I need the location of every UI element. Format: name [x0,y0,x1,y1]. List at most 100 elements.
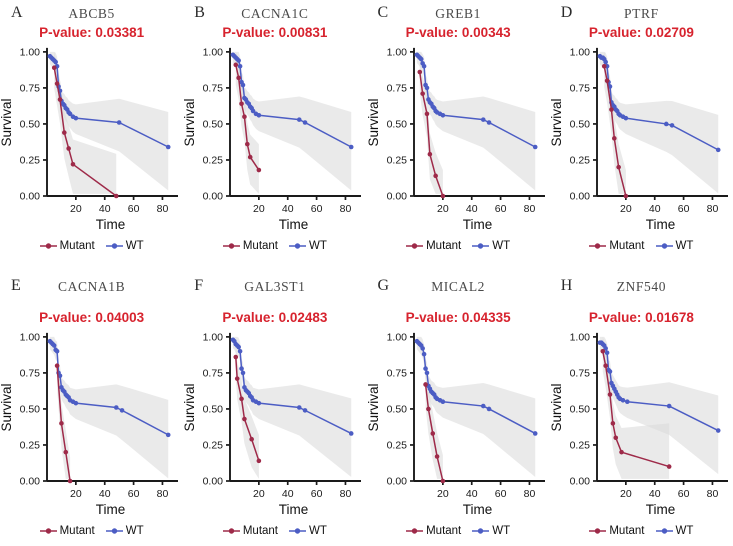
survival-plot: 0.00 0.25 0.50 0.75 1.00 20 40 60 80 Time Survival [0,46,179,232]
x-axis-title: Time [279,502,309,517]
wt-point [604,350,610,356]
mutant-point [114,193,119,199]
mutant-point [427,151,432,157]
y-tick-label: 0.75 [386,368,407,380]
panel-e: E CACNA1B P-value: 0.04003 0.00 0.25 0.50 0… [0,273,183,546]
gene-title: CACNA1C [241,6,309,21]
x-tick-label: 80 [157,488,169,500]
wt-point [116,120,122,125]
y-tick-label: 0.75 [20,83,41,95]
ci-band-wt [233,51,352,191]
mutant-marker-icon [589,243,607,249]
y-tick-label: 0.00 [386,191,407,203]
mutant-point [610,421,616,426]
gene-title: GAL3ST1 [244,279,306,294]
wt-point [603,59,608,65]
wt-point [620,397,626,403]
mutant-point [601,63,607,69]
x-tick-label: 80 [340,203,352,215]
mutant-marker-icon [406,528,424,534]
legend-label-mutant: Mutant [59,240,95,252]
panel-letter: B [194,4,205,21]
legend-marker-dot [294,528,301,534]
gene-title: ZNF540 [616,279,667,294]
wt-point [52,343,57,348]
x-axis-title: Time [646,502,676,517]
plot-legend: Mutant WT [222,525,327,537]
x-axis-title: Time [96,217,126,232]
wt-point [532,431,538,436]
panel-f: F GAL3ST1 P-value: 0.02483 0.00 0.25 0.50 0… [183,273,366,546]
wt-marker-icon [289,528,307,534]
mutant-point [62,130,67,135]
mutant-point [430,431,435,436]
pvalue-text: P-value: 0.01678 [588,310,694,325]
wt-point [238,63,243,69]
legend-label-wt: WT [492,525,511,537]
y-tick-label: 1.00 [203,331,224,343]
panel-letter: D [560,4,573,21]
panel-h: H ZNF540 P-value: 0.01678 0.00 0.25 0.50 0.… [550,273,733,546]
wt-point [424,370,429,376]
y-tick-label: 1.00 [386,46,407,58]
mutant-marker-icon [589,528,607,534]
mutant-point [440,193,445,199]
wt-point [532,144,538,150]
wt-point [715,147,721,153]
legend-marker-dot [228,528,235,534]
wt-marker-icon [472,528,490,534]
y-tick-label: 0.75 [20,368,41,380]
wt-marker-icon [472,243,490,249]
ci-band-mutant [57,347,71,479]
legend-marker-dot [411,243,418,249]
ci-band-mutant [425,365,443,479]
mutant-point [248,154,253,160]
legend-label-wt: WT [309,525,327,537]
y-tick-label: 0.00 [569,191,590,203]
legend-label-mutant: Mutant [242,525,279,537]
wt-point [303,408,308,413]
plot-legend: Mutant WT [222,240,327,252]
y-axis-title: Survival [183,383,197,431]
plot-legend: Mutant WT [589,525,693,537]
mutant-point [249,436,255,442]
y-tick-label: 0.00 [569,476,590,488]
wt-point [166,144,171,150]
mutant-marker-icon [222,243,240,249]
legend-label-mutant: Mutant [426,240,462,252]
y-tick-label: 0.50 [569,119,590,131]
mutant-point [242,416,248,422]
wt-point [349,431,354,436]
mutant-point [613,435,618,441]
mutant-point [239,101,245,107]
wt-point [53,59,59,65]
pvalue-text: P-value: 0.04003 [39,310,145,325]
mutant-point [434,454,440,459]
mutant-marker-icon [406,243,424,249]
y-tick-label: 0.50 [203,119,224,131]
x-tick-label: 40 [282,488,294,500]
legend-marker-dot [111,528,117,534]
y-axis-title: Survival [367,98,381,146]
wt-point [422,366,428,371]
gene-title: CACNA1B [58,279,126,294]
y-tick-label: 0.25 [386,440,407,452]
wt-point [297,117,302,122]
mutant-curve [235,357,260,462]
y-tick-label: 0.50 [386,119,407,131]
y-tick-label: 1.00 [203,46,224,58]
x-tick-label: 60 [494,488,506,500]
wt-point [303,120,308,125]
x-tick-label: 40 [649,203,661,215]
mutant-point [59,421,64,426]
mutant-point [619,449,624,455]
mutant-point [70,161,76,167]
x-tick-label: 80 [523,203,535,215]
x-tick-label: 40 [282,203,294,215]
x-axis-title: Time [462,502,492,517]
wt-point [73,115,79,121]
mutant-point [63,449,69,455]
mutant-point [609,107,614,112]
y-tick-label: 0.25 [203,155,224,167]
mutant-point [623,193,629,199]
